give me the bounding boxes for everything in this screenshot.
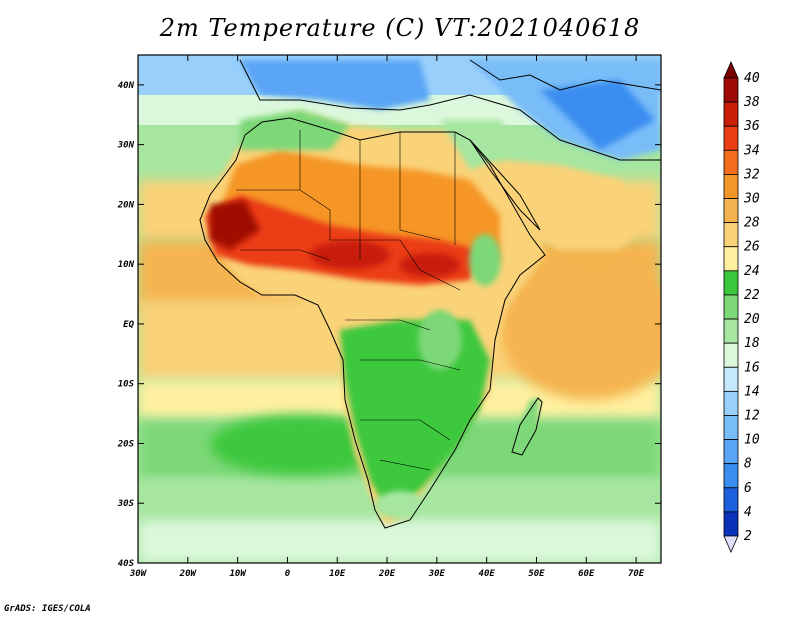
lat-tick-label: 20S (117, 439, 135, 449)
colorbar-swatch (723, 174, 739, 199)
colorbar-swatch (723, 439, 739, 465)
colorbar-swatch (723, 246, 739, 272)
lon-tick-label: 40E (479, 569, 496, 579)
colorbar-bottom-arrow (723, 535, 739, 553)
country-borders (236, 130, 461, 471)
lat-tick-label: 40N (118, 81, 135, 91)
colorbar-swatch (723, 294, 739, 320)
colorbar-swatch (723, 101, 739, 127)
colorbar-swatch (723, 487, 739, 513)
axis-ticks: 30W 20W 10W 0 10E 20E 30E 40E 50E 60E 70E 40N 30N 20N… (117, 55, 661, 579)
colorbar-swatch (723, 149, 739, 175)
colorbar-swatch (723, 222, 739, 248)
colorbar-swatch (723, 125, 739, 151)
lon-tick-label: 0 (285, 569, 291, 579)
lon-tick-label: 10E (329, 569, 346, 579)
colorbar-swatch (723, 77, 739, 103)
lat-tick-label: EQ (123, 320, 134, 330)
colorbar-label: 14 (744, 384, 760, 399)
colorbar-swatch (723, 342, 739, 368)
colorbar-label: 26 (744, 240, 760, 255)
lon-tick-label: 50E (528, 569, 545, 579)
lon-tick-label: 70E (628, 569, 645, 579)
colorbar-swatch (723, 198, 739, 224)
lon-tick-label: 20W (179, 569, 198, 579)
colorbar-label: 18 (744, 336, 760, 351)
colorbar-label: 4 (744, 505, 752, 520)
colorbar-swatch (723, 463, 739, 489)
colorbar-swatch (723, 511, 739, 537)
map-title: 2m Temperature (C) VT:2021040618 (159, 14, 641, 42)
lat-tick-label: 40S (118, 559, 135, 569)
credit-label: GrADS: IGES/COLA (4, 604, 91, 614)
lon-tick-label: 30E (428, 569, 446, 579)
colorbar-label: 12 (744, 408, 760, 423)
lon-tick-label: 10W (229, 569, 247, 579)
colorbar-swatch (723, 366, 739, 392)
colorbar-label: 30 (743, 192, 760, 207)
plot-frame (137, 54, 662, 564)
colorbar: 40 38 36 34 32 30 28 26 24 22 20 18 16 14 12 10 8 6 4 2 (723, 61, 760, 553)
colorbar-label: 40 (744, 71, 760, 86)
lon-tick-label: 60E (578, 569, 595, 579)
colorbar-label: 34 (743, 143, 760, 158)
lat-tick-label: 20N (117, 200, 135, 210)
colorbar-label: 28 (744, 216, 760, 231)
colorbar-swatch (723, 318, 739, 344)
colorbar-label: 22 (744, 288, 760, 303)
lat-tick-label: 10N (118, 260, 135, 270)
colorbar-label: 10 (744, 433, 760, 448)
colorbar-swatch (723, 390, 739, 416)
lon-tick-label: 30W (129, 569, 148, 579)
colorbar-label: 2 (744, 529, 752, 544)
lat-tick-label: 30N (117, 141, 135, 151)
lon-tick-label: 20E (378, 569, 396, 579)
colorbar-label: 8 (744, 457, 752, 472)
temperature-field (138, 55, 661, 563)
colorbar-label: 20 (744, 312, 760, 327)
lat-tick-label: 10S (118, 380, 135, 390)
colorbar-swatch (723, 270, 739, 296)
colorbar-label: 6 (744, 481, 752, 496)
colorbar-label: 24 (744, 264, 760, 279)
colorbar-label: 38 (743, 95, 760, 110)
colorbar-swatch (723, 415, 739, 440)
colorbar-label: 36 (743, 119, 760, 134)
colorbar-label: 16 (744, 360, 760, 375)
lat-tick-label: 30S (117, 499, 135, 509)
colorbar-top-arrow (723, 61, 739, 79)
colorbar-label: 32 (743, 167, 760, 182)
